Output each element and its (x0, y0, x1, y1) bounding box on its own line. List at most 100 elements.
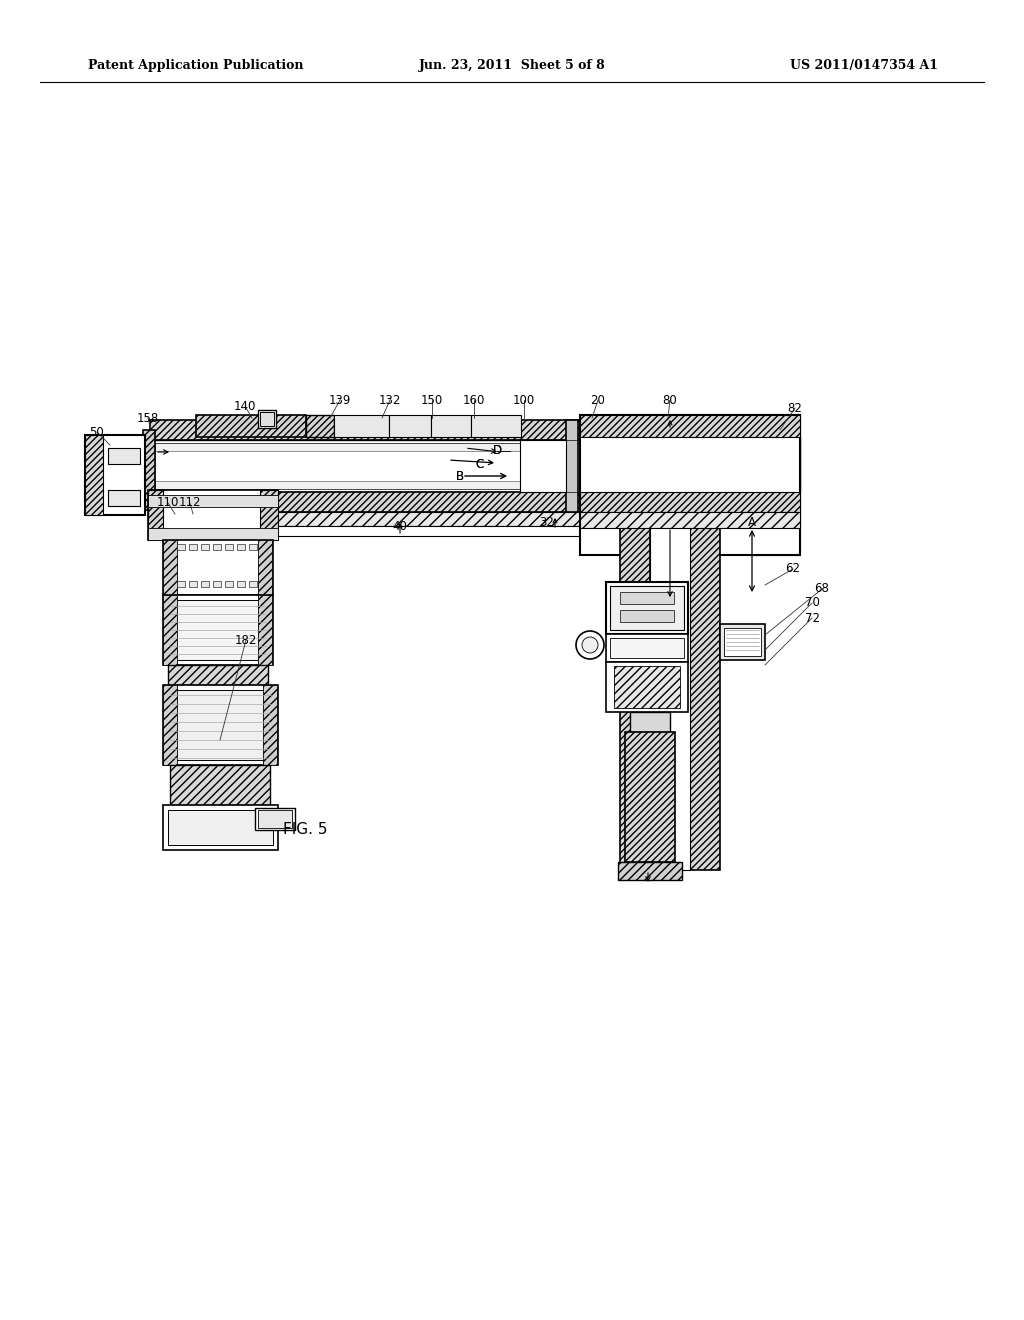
Bar (189, 544, 197, 550)
Bar (150, 525, 620, 536)
Bar (431, 414, 471, 437)
Text: Patent Application Publication: Patent Application Publication (88, 58, 303, 71)
Bar (614, 667, 680, 708)
Circle shape (680, 506, 690, 515)
Text: 150: 150 (421, 393, 443, 407)
Text: 140: 140 (233, 400, 256, 412)
Bar (189, 581, 197, 587)
Text: 112: 112 (179, 496, 202, 510)
Text: C: C (475, 458, 483, 470)
Bar (163, 540, 273, 595)
Bar (618, 862, 682, 880)
Bar (690, 527, 720, 870)
Bar (255, 808, 295, 830)
Bar (196, 414, 306, 437)
Bar (177, 581, 185, 587)
Bar (85, 436, 103, 515)
Bar (168, 690, 273, 760)
Bar (163, 685, 278, 766)
Circle shape (630, 506, 640, 515)
Bar (249, 544, 257, 550)
Bar (471, 414, 521, 437)
Bar (258, 411, 276, 428)
Text: 82: 82 (787, 401, 803, 414)
Polygon shape (620, 414, 800, 554)
Bar (260, 412, 274, 426)
Bar (143, 430, 155, 510)
Circle shape (575, 631, 604, 659)
Text: 160: 160 (463, 393, 485, 407)
Bar (650, 527, 690, 870)
Bar (630, 711, 670, 733)
Bar (201, 544, 209, 550)
Bar (168, 810, 273, 845)
Text: B: B (456, 470, 464, 483)
Text: A: A (748, 516, 756, 528)
Bar (163, 805, 278, 850)
Text: 68: 68 (814, 582, 829, 595)
Bar (306, 414, 334, 437)
Bar (163, 540, 177, 595)
Text: Jun. 23, 2011  Sheet 5 of 8: Jun. 23, 2011 Sheet 5 of 8 (419, 58, 605, 71)
Text: 100: 100 (513, 393, 536, 407)
Bar (168, 665, 268, 685)
Bar (334, 414, 389, 437)
Bar (389, 414, 431, 437)
Bar (213, 581, 221, 587)
Text: 182: 182 (234, 634, 257, 647)
Bar (580, 492, 800, 512)
Bar (225, 544, 233, 550)
Bar (213, 544, 221, 550)
Bar (580, 414, 800, 554)
Bar (610, 638, 684, 657)
Bar (566, 420, 578, 512)
Text: 80: 80 (663, 393, 677, 407)
Bar (85, 436, 145, 515)
Text: 158: 158 (137, 412, 159, 425)
Bar (170, 766, 270, 805)
Bar (620, 591, 674, 605)
Bar (163, 685, 177, 766)
Text: 72: 72 (805, 611, 819, 624)
Bar (168, 601, 268, 660)
Bar (150, 512, 620, 525)
Bar (625, 733, 675, 862)
Bar (606, 582, 688, 634)
Bar (177, 544, 185, 550)
Circle shape (655, 506, 665, 515)
Text: 50: 50 (90, 425, 104, 438)
Circle shape (582, 638, 598, 653)
Bar (620, 610, 674, 622)
Bar (720, 624, 765, 660)
Bar (148, 490, 278, 540)
Text: D: D (493, 445, 502, 458)
Text: 139: 139 (329, 393, 351, 407)
Bar (258, 540, 272, 595)
Bar (606, 663, 688, 711)
Bar (148, 490, 163, 540)
Bar (237, 544, 245, 550)
Bar (580, 512, 800, 528)
Bar (580, 414, 800, 437)
Bar (580, 414, 800, 437)
Bar (150, 420, 620, 440)
Text: 40: 40 (392, 520, 408, 533)
Bar (580, 492, 800, 512)
Bar (155, 480, 615, 488)
Text: 20: 20 (591, 393, 605, 407)
Text: 132: 132 (379, 393, 401, 407)
Bar (258, 810, 292, 828)
Bar (610, 586, 684, 630)
Text: B: B (456, 470, 464, 483)
Text: US 2011/0147354 A1: US 2011/0147354 A1 (790, 58, 938, 71)
Text: D: D (493, 445, 502, 458)
Bar (520, 440, 566, 492)
Text: 110: 110 (157, 496, 179, 510)
Bar (201, 581, 209, 587)
Bar (108, 490, 140, 506)
Bar (258, 595, 272, 665)
Bar (620, 527, 650, 870)
Circle shape (605, 506, 615, 515)
Bar (263, 685, 278, 766)
Bar (249, 581, 257, 587)
